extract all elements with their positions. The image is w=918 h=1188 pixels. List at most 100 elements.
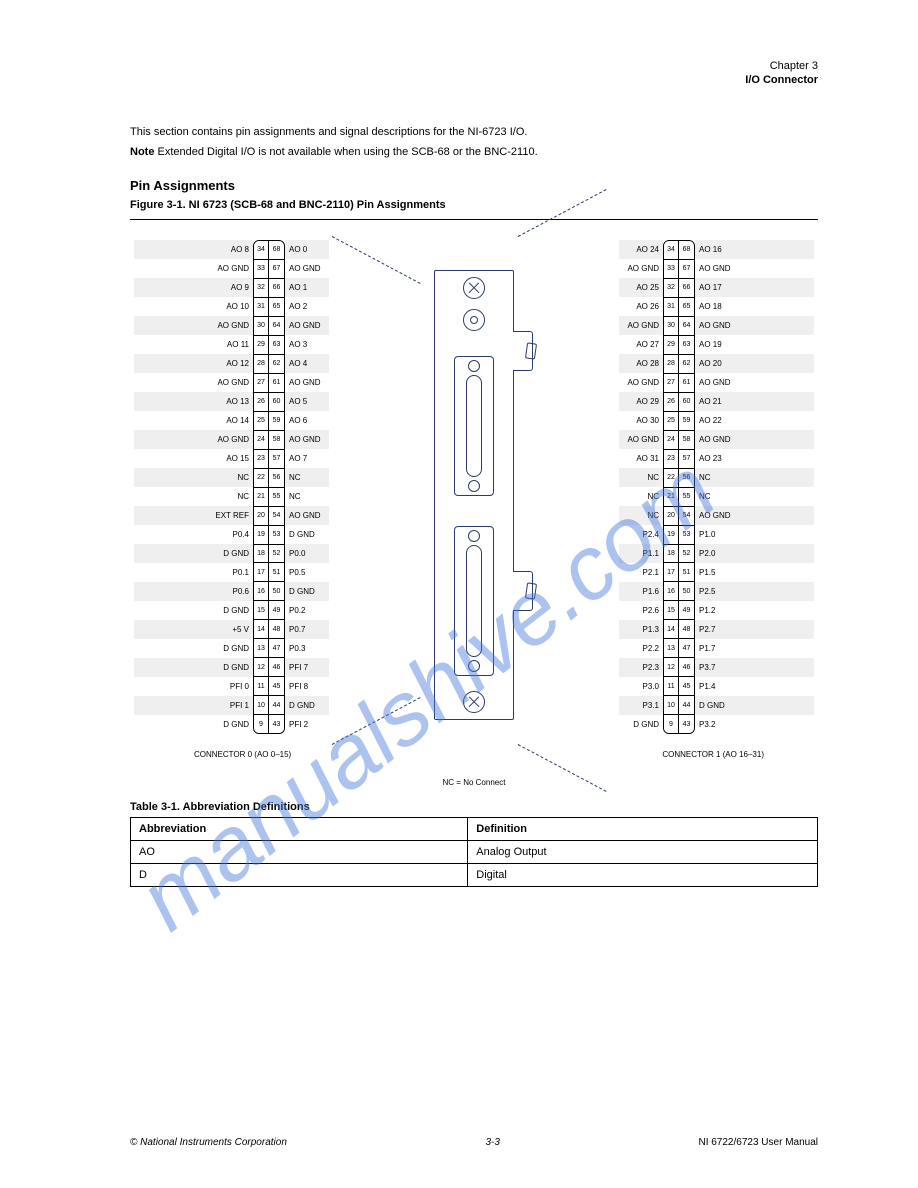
pin-row: AO GND	[134, 430, 253, 449]
pin-row: NC	[695, 468, 814, 487]
pin-row: AO 21	[695, 392, 814, 411]
pin-row: P3.0	[619, 677, 663, 696]
page-header: Chapter 3 I/O Connector	[130, 60, 818, 86]
pin-row: NC	[134, 487, 253, 506]
pin-row: P1.7	[695, 639, 814, 658]
section-title: Pin Assignments	[130, 178, 818, 193]
table-header: Abbreviation	[131, 818, 468, 841]
connector-0-label: CONNECTOR 0 (AO 0–15)	[194, 750, 291, 759]
pin-row: P0.6	[134, 582, 253, 601]
pin-row: AO GND	[134, 373, 253, 392]
pin-row: AO GND	[695, 316, 814, 335]
section-label: I/O Connector	[130, 74, 818, 86]
pin-row: AO 8	[134, 240, 253, 259]
pin-row: D GND	[285, 696, 329, 715]
screw-icon	[463, 277, 485, 299]
pin-row: P2.7	[695, 620, 814, 639]
pin-row: PFI 0	[134, 677, 253, 696]
pin-row: P0.5	[285, 563, 329, 582]
pin-row: AO 24	[619, 240, 663, 259]
pin-diagram: AO 8AO GNDAO 9AO 10AO GNDAO 11AO 12AO GN…	[134, 230, 814, 760]
figure-title: Figure 3-1. NI 6723 (SCB-68 and BNC-2110…	[130, 199, 818, 211]
pin-row: AO 26	[619, 297, 663, 316]
table-title: Table 3-1. Abbreviation Definitions	[130, 801, 818, 813]
divider	[130, 219, 818, 220]
footer-center: 3-3	[485, 1137, 499, 1148]
pin-row: NC	[619, 487, 663, 506]
pin-row: P2.4	[619, 525, 663, 544]
pin-row: AO 0	[285, 240, 329, 259]
pin-row: AO 3	[285, 335, 329, 354]
pin-row: AO GND	[285, 506, 329, 525]
pin-row: AO 14	[134, 411, 253, 430]
pin-row: P2.3	[619, 658, 663, 677]
pin-row: P1.3	[619, 620, 663, 639]
pin-row: AO 20	[695, 354, 814, 373]
pin-row: P0.7	[285, 620, 329, 639]
note-block: Note Extended Digital I/O is not availab…	[130, 146, 818, 158]
pin-row: AO 23	[695, 449, 814, 468]
pin-row: AO GND	[619, 259, 663, 278]
pin-row: PFI 2	[285, 715, 329, 734]
chapter-label: Chapter 3	[130, 60, 818, 72]
pin-row: P1.6	[619, 582, 663, 601]
screw-icon	[463, 691, 485, 713]
pin-row: AO 11	[134, 335, 253, 354]
pin-row: NC	[619, 506, 663, 525]
footer-right: NI 6722/6723 User Manual	[698, 1137, 818, 1148]
pin-row: AO 19	[695, 335, 814, 354]
pin-row: AO 9	[134, 278, 253, 297]
pin-row: P0.3	[285, 639, 329, 658]
figure-caption: NC = No Connect	[130, 778, 818, 787]
pin-row: AO 27	[619, 335, 663, 354]
leader-line	[332, 236, 421, 284]
pin-row: AO GND	[695, 259, 814, 278]
pin-row: AO GND	[695, 430, 814, 449]
pin-row: AO 18	[695, 297, 814, 316]
pin-row: AO 2	[285, 297, 329, 316]
pin-row: AO GND	[285, 373, 329, 392]
pin-row: AO 17	[695, 278, 814, 297]
pin-row: P1.4	[695, 677, 814, 696]
pin-row: D GND	[134, 715, 253, 734]
pin-row: AO 15	[134, 449, 253, 468]
pin-row: NC	[134, 468, 253, 487]
pin-row: AO 30	[619, 411, 663, 430]
pin-row: PFI 7	[285, 658, 329, 677]
pin-row: P2.0	[695, 544, 814, 563]
pin-row: AO 4	[285, 354, 329, 373]
pin-row: AO 16	[695, 240, 814, 259]
pin-row: AO GND	[619, 316, 663, 335]
pin-row: AO 7	[285, 449, 329, 468]
pin-row: AO GND	[134, 316, 253, 335]
pin-row: AO 13	[134, 392, 253, 411]
pin-row: D GND	[619, 715, 663, 734]
pin-row: NC	[285, 468, 329, 487]
footer-left: © National Instruments Corporation	[130, 1137, 287, 1148]
table-row: AO Analog Output	[131, 841, 818, 864]
pin-row: AO GND	[695, 506, 814, 525]
leader-line	[332, 697, 421, 745]
note-label: Note	[130, 146, 154, 158]
pin-row: AO 10	[134, 297, 253, 316]
latch-icon	[513, 331, 533, 371]
pin-row: P2.6	[619, 601, 663, 620]
connector-1-label: CONNECTOR 1 (AO 16–31)	[662, 750, 764, 759]
pin-row: P1.0	[695, 525, 814, 544]
pin-row: P1.2	[695, 601, 814, 620]
pin-row: AO 1	[285, 278, 329, 297]
pin-row: P0.4	[134, 525, 253, 544]
pin-row: AO GND	[285, 316, 329, 335]
pin-row: P3.7	[695, 658, 814, 677]
dsub-connector-0	[454, 356, 494, 496]
bnc-connector-icon	[463, 309, 485, 331]
pin-row: D GND	[134, 639, 253, 658]
pin-row: AO GND	[619, 430, 663, 449]
pin-row: P3.1	[619, 696, 663, 715]
leader-line	[518, 189, 607, 237]
pin-row: PFI 1	[134, 696, 253, 715]
pin-row: P1.5	[695, 563, 814, 582]
pin-row: P2.5	[695, 582, 814, 601]
pin-row: D GND	[285, 525, 329, 544]
pin-row: AO 22	[695, 411, 814, 430]
